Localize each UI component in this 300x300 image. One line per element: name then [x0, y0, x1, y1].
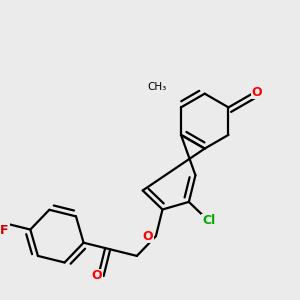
Text: F: F: [0, 224, 8, 237]
Text: CH₃: CH₃: [148, 82, 167, 92]
Text: O: O: [251, 86, 262, 99]
Text: O: O: [92, 269, 102, 283]
Text: Cl: Cl: [202, 214, 215, 227]
Text: O: O: [142, 230, 153, 243]
